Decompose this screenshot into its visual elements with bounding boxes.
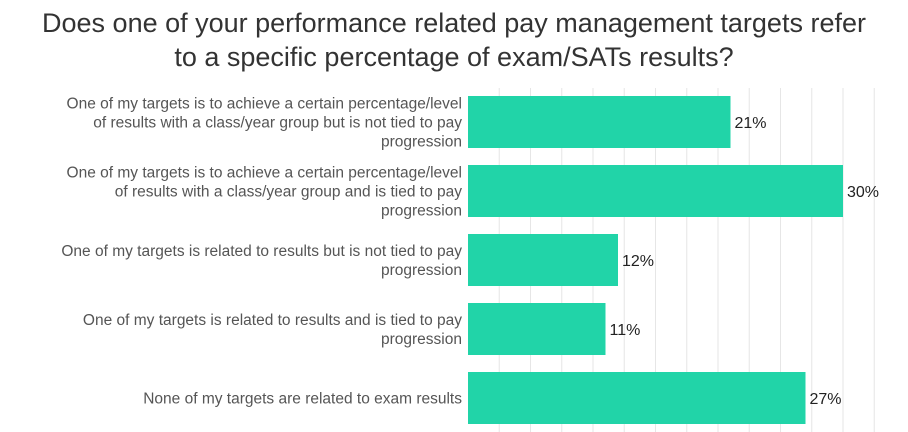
category-label-3: One of my targets is related to results … <box>61 243 462 279</box>
category-label-line: None of my targets are related to exam r… <box>143 391 462 408</box>
category-label-4: One of my targets is related to results … <box>83 312 462 348</box>
category-label-line: One of my targets is related to results … <box>83 312 462 329</box>
bar-1 <box>468 96 731 148</box>
data-label-1: 21% <box>735 115 767 132</box>
bar-3 <box>468 234 618 286</box>
category-label-2: One of my targets is to achieve a certai… <box>67 165 463 220</box>
category-label-line: progression <box>381 134 462 151</box>
bar-5 <box>468 372 806 424</box>
category-label-line: One of my targets is related to results … <box>61 243 462 260</box>
data-label-5: 27% <box>810 391 842 408</box>
category-label-line: progression <box>381 262 462 279</box>
bar-4 <box>468 303 606 355</box>
bar-2 <box>468 165 843 217</box>
category-label-line: of results with a class/year group but i… <box>93 115 462 132</box>
chart-title-line-1: Does one of your performance related pay… <box>42 8 866 38</box>
chart-title: Does one of your performance related pay… <box>0 6 908 74</box>
data-label-4: 11% <box>610 322 641 339</box>
category-label-line: of results with a class/year group and i… <box>115 184 462 201</box>
category-label-line: One of my targets is to achieve a certai… <box>67 96 462 113</box>
category-label-line: One of my targets is to achieve a certai… <box>67 165 462 182</box>
category-label-line: progression <box>381 203 462 220</box>
data-label-3: 12% <box>622 253 654 270</box>
category-label-line: progression <box>381 331 462 348</box>
data-label-2: 30% <box>847 184 879 201</box>
chart-title-line-2: to a specific percentage of exam/SATs re… <box>174 42 734 72</box>
category-label-1: One of my targets is to achieve a certai… <box>67 96 463 151</box>
category-label-5: None of my targets are related to exam r… <box>143 391 462 408</box>
